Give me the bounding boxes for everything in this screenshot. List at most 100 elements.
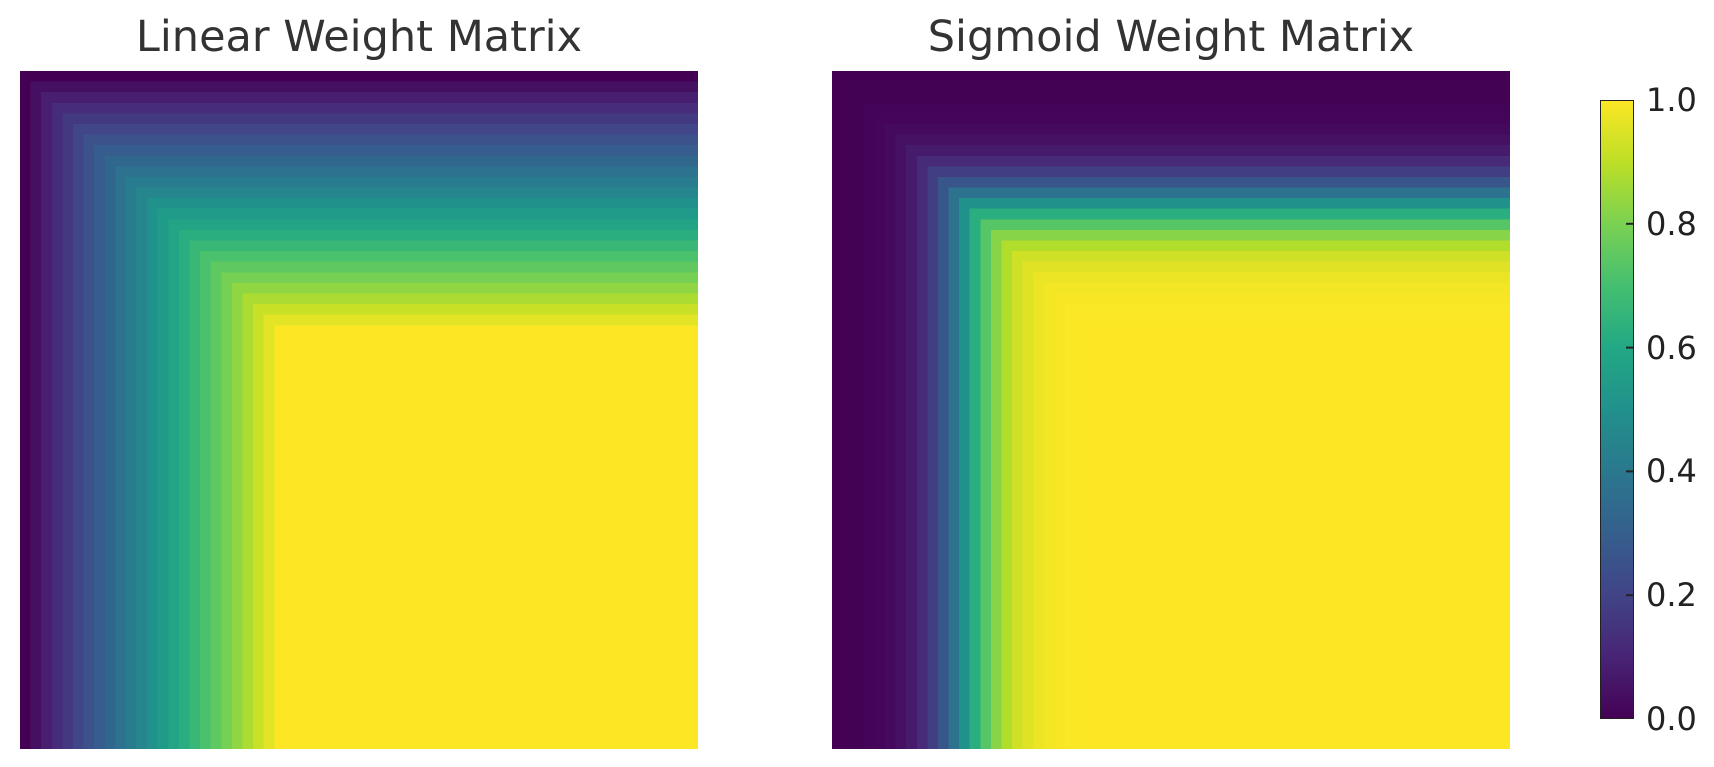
heatmap-cell — [613, 251, 625, 263]
heatmap-cell — [842, 102, 854, 114]
heatmap-cell — [422, 653, 434, 665]
heatmap-cell — [1022, 198, 1034, 210]
heatmap-cell — [443, 632, 455, 644]
heatmap-cell — [147, 611, 159, 623]
heatmap-cell — [1001, 123, 1013, 136]
heatmap-cell — [136, 537, 148, 549]
heatmap-cell — [1425, 166, 1437, 178]
heatmap-cell — [20, 664, 32, 676]
heatmap-cell — [613, 579, 625, 591]
heatmap-cell — [348, 515, 360, 528]
heatmap-cell — [570, 653, 583, 665]
heatmap-cell — [327, 92, 339, 104]
heatmap-cell — [1287, 134, 1299, 146]
heatmap-cell — [221, 81, 233, 93]
heatmap-cell — [327, 664, 339, 676]
heatmap-cell — [369, 71, 381, 83]
heatmap-cell — [433, 547, 445, 559]
heatmap-cell — [613, 494, 625, 506]
heatmap-cell — [1446, 198, 1458, 210]
heatmap-cell — [104, 388, 116, 401]
heatmap-cell — [189, 293, 201, 305]
heatmap-cell — [454, 621, 466, 634]
heatmap-cell — [359, 166, 371, 178]
heatmap-cell — [284, 462, 297, 475]
heatmap-cell — [210, 208, 222, 220]
heatmap-cell — [41, 198, 53, 210]
heatmap-cell — [1457, 92, 1469, 104]
heatmap-cell — [602, 727, 614, 740]
heatmap-cell — [274, 123, 286, 136]
heatmap-cell — [1276, 123, 1289, 136]
heatmap-cell — [528, 653, 540, 665]
heatmap-cell — [178, 198, 191, 210]
heatmap-cell — [655, 653, 667, 665]
heatmap-cell — [253, 208, 265, 220]
heatmap-cell — [337, 113, 350, 125]
heatmap-cell — [401, 494, 413, 506]
heatmap-cell — [200, 653, 212, 665]
heatmap-cell — [1478, 123, 1490, 136]
heatmap-cell — [874, 166, 886, 178]
heatmap-cell — [475, 145, 487, 157]
heatmap-cell — [517, 738, 530, 749]
heatmap-cell — [634, 272, 646, 284]
heatmap-cell — [30, 568, 42, 581]
heatmap-cell — [496, 134, 508, 146]
heatmap-cell — [221, 367, 233, 379]
heatmap-cell — [1065, 155, 1077, 167]
heatmap-cell — [422, 462, 434, 475]
heatmap-cell — [157, 484, 169, 496]
heatmap-cell — [560, 261, 572, 273]
heatmap-cell — [136, 166, 148, 178]
heatmap-cell — [390, 706, 402, 718]
heatmap-cell — [581, 600, 593, 612]
heatmap-cell — [125, 208, 138, 220]
heatmap-cell — [1202, 208, 1214, 220]
heatmap-cell — [433, 208, 445, 220]
heatmap-cell — [115, 113, 127, 125]
heatmap-cell — [72, 123, 85, 136]
heatmap-cell — [1054, 208, 1066, 220]
heatmap-cell — [337, 187, 350, 199]
heatmap-cell — [1446, 155, 1458, 167]
heatmap-cell — [570, 166, 583, 178]
heatmap-cell — [937, 71, 950, 83]
heatmap-cell — [454, 632, 466, 644]
heatmap-cell — [369, 621, 381, 634]
heatmap-cell — [348, 600, 360, 612]
heatmap-cell — [464, 399, 477, 411]
heatmap-cell — [454, 462, 466, 475]
heatmap-cell — [316, 293, 328, 305]
heatmap-cell — [369, 526, 381, 538]
heatmap-cell — [853, 187, 865, 199]
heatmap-cell — [613, 388, 625, 401]
heatmap-cell — [380, 590, 392, 602]
heatmap-cell — [295, 526, 307, 538]
heatmap-cell — [422, 293, 434, 305]
heatmap-cell — [1435, 92, 1448, 104]
heatmap-cell — [948, 134, 960, 146]
heatmap-cell — [496, 420, 508, 432]
heatmap-cell — [316, 611, 328, 623]
heatmap-cell — [30, 92, 42, 104]
heatmap-cell — [359, 378, 371, 390]
heatmap-cell — [969, 155, 981, 167]
heatmap-cell — [295, 568, 307, 581]
heatmap-cell — [613, 71, 625, 83]
heatmap-cell — [895, 113, 907, 125]
heatmap-cell — [1276, 134, 1289, 146]
heatmap-cell — [263, 346, 275, 358]
heatmap-cell — [401, 685, 413, 697]
heatmap-cell — [62, 632, 74, 644]
heatmap-cell — [242, 208, 254, 220]
heatmap-cell — [443, 696, 455, 708]
heatmap-cell — [189, 600, 201, 612]
heatmap-cell — [1012, 208, 1024, 220]
heatmap-cell — [1192, 176, 1204, 189]
heatmap-cell — [274, 166, 286, 178]
heatmap-cell — [94, 632, 106, 644]
heatmap-cell — [687, 240, 698, 252]
heatmap-cell — [613, 102, 625, 114]
heatmap-cell — [539, 325, 551, 337]
